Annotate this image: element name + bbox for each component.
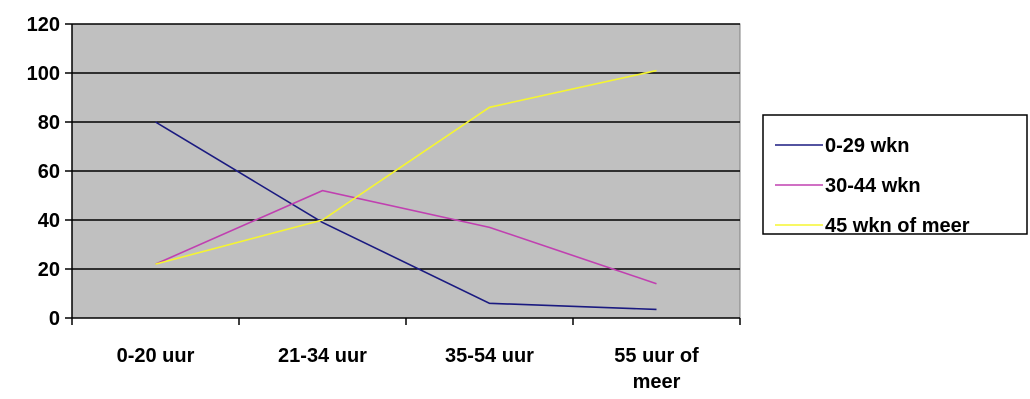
series-lines — [155, 69, 657, 311]
x-tick-labels: 0-20 uur 21-34 uur 35-54 uur 55 uur of meer — [117, 345, 699, 393]
legend-box — [762, 114, 1028, 235]
y-tick-labels: 0 20 40 60 80 100 120 — [27, 14, 60, 330]
legend: 0-29 wkn 30-44 wkn 45 wkn of meer — [762, 114, 1028, 237]
y-tick-label: 20 — [38, 259, 60, 281]
y-tick-label: 60 — [38, 161, 60, 183]
y-tick-label: 0 — [49, 308, 60, 330]
axes — [65, 23, 741, 325]
series-line-2 — [155, 189, 657, 285]
legend-label: 0-29 wkn — [825, 135, 909, 157]
y-tick-label: 40 — [38, 210, 60, 232]
legend-label: 45 wkn of meer — [825, 215, 970, 237]
x-tick-label: 0-20 uur — [117, 345, 195, 367]
gridlines — [72, 23, 740, 270]
x-tick-label: 21-34 uur — [278, 345, 367, 367]
y-tick-label: 80 — [38, 112, 60, 134]
legend-label: 30-44 wkn — [825, 175, 921, 197]
y-tick-label: 100 — [27, 63, 60, 85]
y-tick-label: 120 — [27, 14, 60, 36]
x-tick-label: 55 uur of meer — [614, 345, 699, 393]
x-tick-label: 35-54 uur — [445, 345, 534, 367]
series-line-3 — [155, 69, 657, 265]
series-line-1 — [155, 121, 657, 311]
